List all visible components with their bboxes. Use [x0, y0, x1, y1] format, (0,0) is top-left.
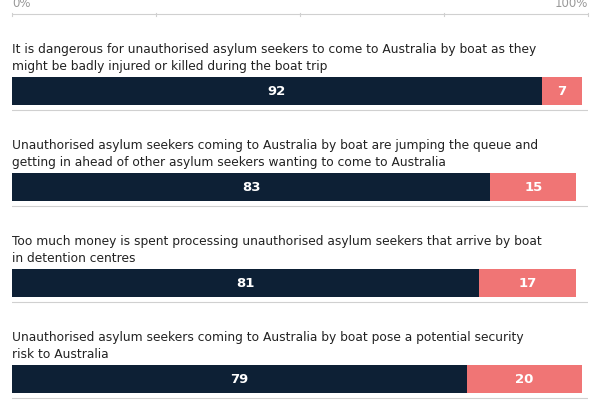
Bar	[12, 173, 490, 201]
Bar	[12, 77, 542, 105]
Text: 15: 15	[524, 181, 542, 194]
Bar	[12, 269, 479, 297]
Text: It is dangerous for unauthorised asylum seekers to come to Australia by boat as : It is dangerous for unauthorised asylum …	[12, 43, 536, 73]
Text: 81: 81	[236, 277, 254, 290]
Bar	[479, 269, 577, 297]
Text: 79: 79	[230, 373, 248, 386]
Text: Too much money is spent processing unauthorised asylum seekers that arrive by bo: Too much money is spent processing unaut…	[12, 235, 542, 265]
Text: Unauthorised asylum seekers coming to Australia by boat are jumping the queue an: Unauthorised asylum seekers coming to Au…	[12, 139, 538, 169]
Bar	[467, 365, 582, 393]
Text: 7: 7	[557, 85, 566, 98]
Text: 17: 17	[518, 277, 536, 290]
Bar	[12, 365, 467, 393]
Bar	[542, 77, 582, 105]
Text: 20: 20	[515, 373, 534, 386]
Bar	[490, 173, 577, 201]
Text: 92: 92	[268, 85, 286, 98]
Text: 83: 83	[242, 181, 260, 194]
Text: 100%: 100%	[554, 0, 588, 10]
Text: 0%: 0%	[12, 0, 31, 10]
Text: Unauthorised asylum seekers coming to Australia by boat pose a potential securit: Unauthorised asylum seekers coming to Au…	[12, 331, 524, 361]
